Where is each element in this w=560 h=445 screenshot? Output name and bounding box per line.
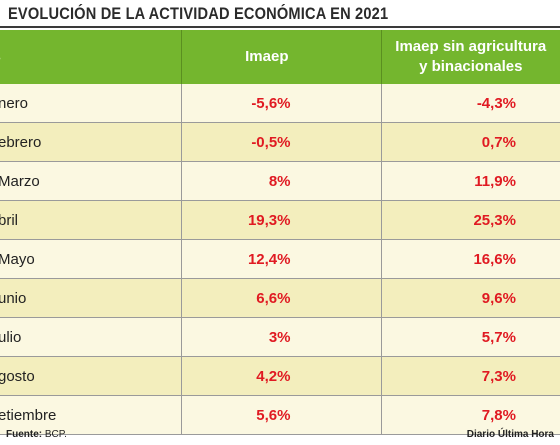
table-row: Mayo 12,4% 16,6% [0,239,560,279]
imaep-value: 4,2% [181,356,382,396]
month-cell: gosto [0,356,182,396]
imaep-value: 3% [181,317,382,357]
header-row: les Imaep Imaep sin agricultura y binacio… [0,30,560,84]
imaep-value: 8% [181,161,382,201]
imaep-value: 6,6% [181,278,382,318]
table-row: nero -5,6% -4,3% [0,84,560,123]
month-cell: unio [0,278,182,318]
imaep-sin-value: 5,7% [381,317,560,357]
imaep-sin-value: 25,3% [381,200,560,240]
column-header-line: Imaep sin agricultura [395,38,547,55]
column-header-line: y binacionales [419,58,523,75]
imaep-sin-value: 9,6% [381,278,560,318]
imaep-value: 12,4% [181,239,382,279]
data-table: les Imaep Imaep sin agricultura y binacio… [0,30,560,435]
imaep-sin-value: 7,3% [381,356,560,396]
column-header-imaep-sin: Imaep sin agricultura y binacionales [381,30,560,84]
imaep-sin-value: 16,6% [381,239,560,279]
imaep-value: -5,6% [181,84,382,123]
month-cell: etiembre [0,395,182,435]
column-header-meses: les [0,30,182,84]
month-cell: nero [0,84,182,123]
chart-title: EVOLUCIÓN DE LA ACTIVIDAD ECONÓMICA EN 2… [8,4,389,23]
month-cell: ulio [0,317,182,357]
imaep-value: 19,3% [181,200,382,240]
imaep-sin-value: 7,8% [381,395,560,435]
table-row: ulio 3% 5,7% [0,317,560,357]
imaep-sin-value: 11,9% [381,161,560,201]
month-cell: bril [0,200,182,240]
table-row: unio 6,6% 9,6% [0,278,560,318]
footer: Fuente: BCP. Diario Última Hora [0,425,560,445]
month-cell: ebrero [0,122,182,162]
title-rule [0,26,560,28]
table-body: nero -5,6% -4,3% ebrero -0,5% 0,7% Marzo 8% 11,9… [0,84,560,435]
source-label: Fuente: [6,429,43,440]
table-row: Marzo 8% 11,9% [0,161,560,201]
table-row: etiembre 5,6% 7,8% [0,395,560,435]
source-note: Fuente: BCP. [6,429,67,440]
imaep-value: 5,6% [181,395,382,435]
imaep-sin-value: -4,3% [381,84,560,123]
imaep-value: -0,5% [181,122,382,162]
imaep-sin-value: 0,7% [381,122,560,162]
table-row: gosto 4,2% 7,3% [0,356,560,396]
table-row: bril 19,3% 25,3% [0,200,560,240]
column-header-imaep: Imaep [181,30,382,84]
publisher-brand: Diario Última Hora [466,429,554,440]
table-row: ebrero -0,5% 0,7% [0,122,560,162]
month-cell: Mayo [0,239,182,279]
month-cell: Marzo [0,161,182,201]
source-value: BCP. [44,429,67,440]
